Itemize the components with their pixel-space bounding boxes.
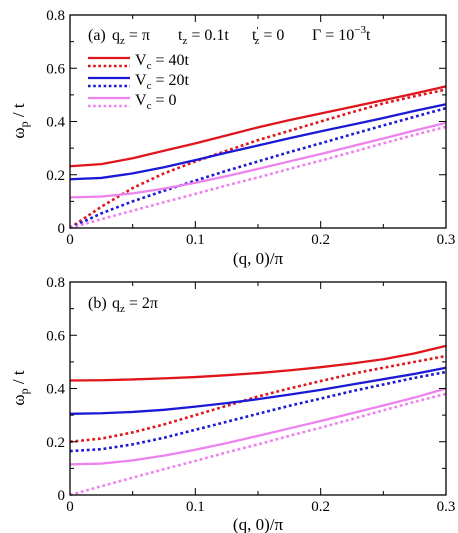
y-tick-label: 0.4	[46, 115, 65, 131]
y-tick-label: 0.6	[46, 61, 65, 77]
panel-tag: (a)	[88, 27, 106, 44]
qz-annotation: qz = 2π	[112, 295, 158, 315]
series-line-dotted	[69, 125, 447, 230]
gamma-annotation: Γ = 10−3t	[312, 24, 371, 44]
x-tick-label: 0.3	[437, 499, 456, 515]
series-line-dotted	[69, 370, 447, 453]
panel-b: 0 0.1 0.2 0.3 0 0.2 0.4 0.6 0.8 (b) qz = 2π (q, …	[9, 275, 455, 533]
series-line-dotted	[69, 354, 447, 444]
y-axis-label: ωp / t	[9, 370, 31, 405]
series-line-solid	[69, 344, 447, 382]
y-axis-label: ωp / t	[9, 103, 31, 138]
series-line-solid	[69, 103, 447, 181]
y-tick-label: 0.2	[46, 168, 65, 184]
panel-tag: (b)	[88, 295, 107, 312]
series-line-solid	[69, 387, 447, 466]
x-tick-label: 0	[66, 232, 74, 248]
x-tick-label: 0.3	[437, 232, 456, 248]
x-axis-label: (q, 0)/π	[233, 515, 284, 533]
x-tick-label: 0.1	[186, 499, 205, 515]
y-tick-label: 0.6	[46, 328, 65, 344]
x-tick-label: 0.2	[311, 499, 330, 515]
x-tick-label: 0.2	[311, 232, 330, 248]
series-line-dotted	[69, 106, 447, 230]
series-line-dotted	[69, 88, 447, 230]
x-tick-label: 0.1	[186, 232, 205, 248]
legend-label-20t: Vc = 20t	[135, 72, 189, 92]
x-tick-label: 0	[66, 499, 74, 515]
tz-annotation: tz = 0.1t	[178, 27, 229, 47]
series-line-solid	[69, 85, 447, 168]
legend: Vc = 40t Vc = 20t Vc = 0	[88, 52, 189, 112]
plot-frame	[69, 281, 447, 496]
series-line-solid	[69, 121, 447, 199]
y-tick-label: 0.8	[46, 275, 65, 291]
y-tick-label: 0	[58, 488, 66, 504]
x-axis-label: (q, 0)/π	[233, 249, 284, 268]
y-tick-label: 0.8	[46, 8, 65, 24]
y-tick-label: 0.4	[46, 382, 65, 398]
y-tick-label: 0.2	[46, 435, 65, 451]
qz-annotation: qz = π	[112, 27, 150, 47]
series-line-solid	[69, 366, 447, 415]
legend-label-0: Vc = 0	[135, 92, 176, 112]
legend-label-40t: Vc = 40t	[135, 52, 189, 72]
tzp-annotation: t' z = 0	[252, 25, 284, 47]
panel-a: 0 0.1 0.2 0.3 0 0.2 0.4 0.6 0.8 (a) qz = π tz = …	[9, 8, 455, 268]
y-tick-label: 0	[58, 221, 66, 237]
